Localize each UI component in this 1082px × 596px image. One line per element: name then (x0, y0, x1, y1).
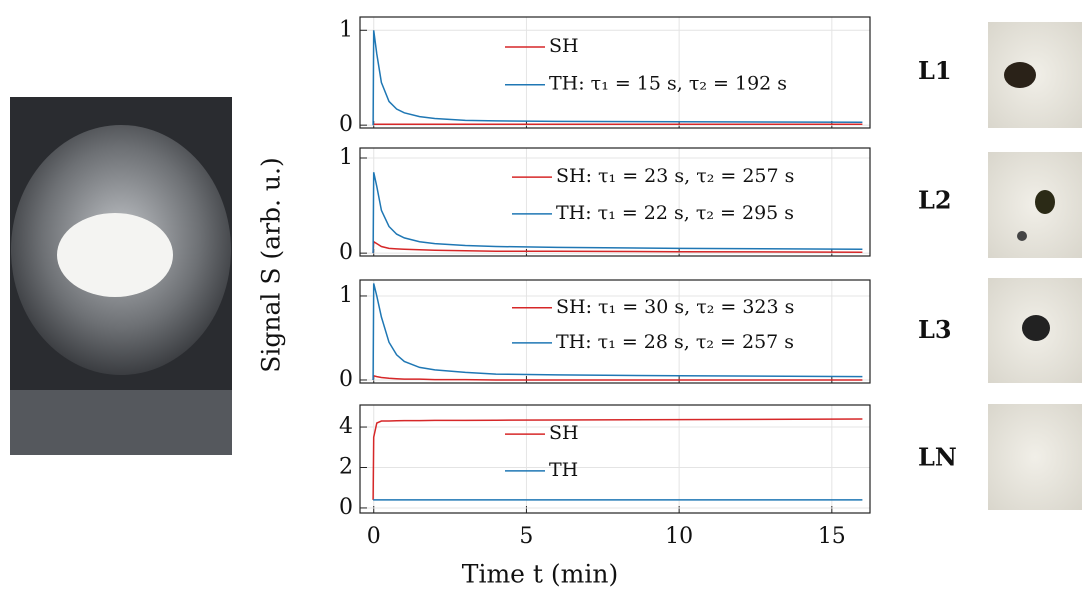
x-tick-label: 0 (367, 524, 381, 549)
panel-label: L2 (918, 186, 952, 215)
y-tick-label: 0 (339, 112, 353, 137)
x-tick-label: 15 (818, 524, 846, 549)
legend-label: SH (549, 422, 579, 444)
panel-label: L3 (918, 315, 952, 344)
plot-frame (359, 279, 871, 384)
y-tick-label: 1 (339, 283, 353, 308)
panel-label: L1 (918, 56, 952, 85)
plot-frame (359, 404, 871, 514)
legend-label: SH: τ₁ = 30 s, τ₂ = 323 s (556, 296, 794, 318)
legend-label: SH (549, 35, 579, 57)
y-tick-label: 4 (339, 414, 353, 439)
y-tick-label: 0 (339, 240, 353, 265)
legend-label: TH: τ₁ = 22 s, τ₂ = 295 s (556, 202, 794, 224)
legend-label: TH: τ₁ = 15 s, τ₂ = 192 s (549, 73, 787, 95)
plot-frame (359, 16, 871, 129)
series-line (372, 418, 863, 500)
series-line (372, 30, 863, 126)
legend-label: TH (549, 459, 578, 481)
series-line (372, 283, 863, 381)
y-tick-label: 0 (339, 495, 353, 520)
legend-label: TH: τ₁ = 28 s, τ₂ = 257 s (556, 331, 794, 353)
y-tick-label: 1 (339, 17, 353, 42)
plot-frame (359, 147, 871, 257)
y-axis-label: Signal S (arb. u.) (257, 157, 286, 372)
panel-label: LN (918, 443, 957, 472)
y-tick-label: 0 (339, 367, 353, 392)
y-tick-label: 2 (339, 454, 353, 479)
sample-photo (10, 97, 232, 455)
x-tick-label: 10 (665, 524, 693, 549)
x-axis-label: Time t (min) (462, 560, 618, 589)
legend-label: SH: τ₁ = 23 s, τ₂ = 257 s (556, 165, 794, 187)
series-line (372, 374, 863, 381)
x-tick-label: 5 (519, 524, 533, 549)
sample-spot-photos (988, 22, 1082, 510)
series-line (372, 172, 863, 254)
series-line (372, 240, 863, 254)
y-tick-label: 1 (339, 145, 353, 170)
